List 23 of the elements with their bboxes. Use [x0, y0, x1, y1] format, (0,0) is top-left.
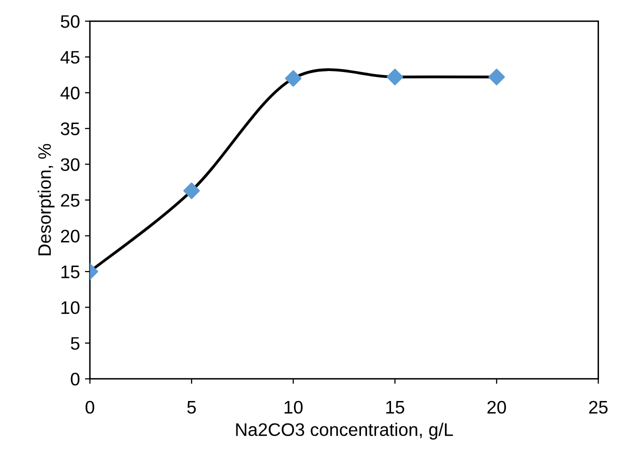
- x-axis-title: Na2CO3 concentration, g/L: [236, 422, 453, 440]
- y-tick-label: 45: [60, 51, 80, 64]
- x-tick-label: 20: [487, 400, 506, 414]
- y-tick-label: 0: [70, 372, 80, 386]
- x-tick-label: 5: [187, 401, 196, 414]
- y-tick-label: 5: [70, 337, 80, 350]
- point: [284, 70, 302, 87]
- point: [386, 68, 404, 86]
- y-tick-label: 50: [60, 15, 80, 28]
- y-tick-label: 40: [60, 86, 80, 100]
- y-tick-label: 25: [61, 194, 80, 207]
- y-axis-title: Desorption, %: [38, 144, 55, 256]
- x-tick-label: 15: [386, 401, 404, 414]
- y-tick-label: 15: [61, 266, 80, 278]
- x-tick-label: 25: [589, 400, 608, 414]
- x-tick-label: 0: [86, 400, 94, 414]
- y-tick-label: 10: [61, 301, 80, 314]
- point: [183, 182, 200, 200]
- point: [488, 68, 505, 86]
- y-tick-label: 20: [61, 230, 80, 243]
- y-tick-label: 30: [60, 158, 80, 171]
- y-tick-label: 35: [60, 122, 80, 136]
- x-tick-label: 10: [284, 400, 303, 414]
